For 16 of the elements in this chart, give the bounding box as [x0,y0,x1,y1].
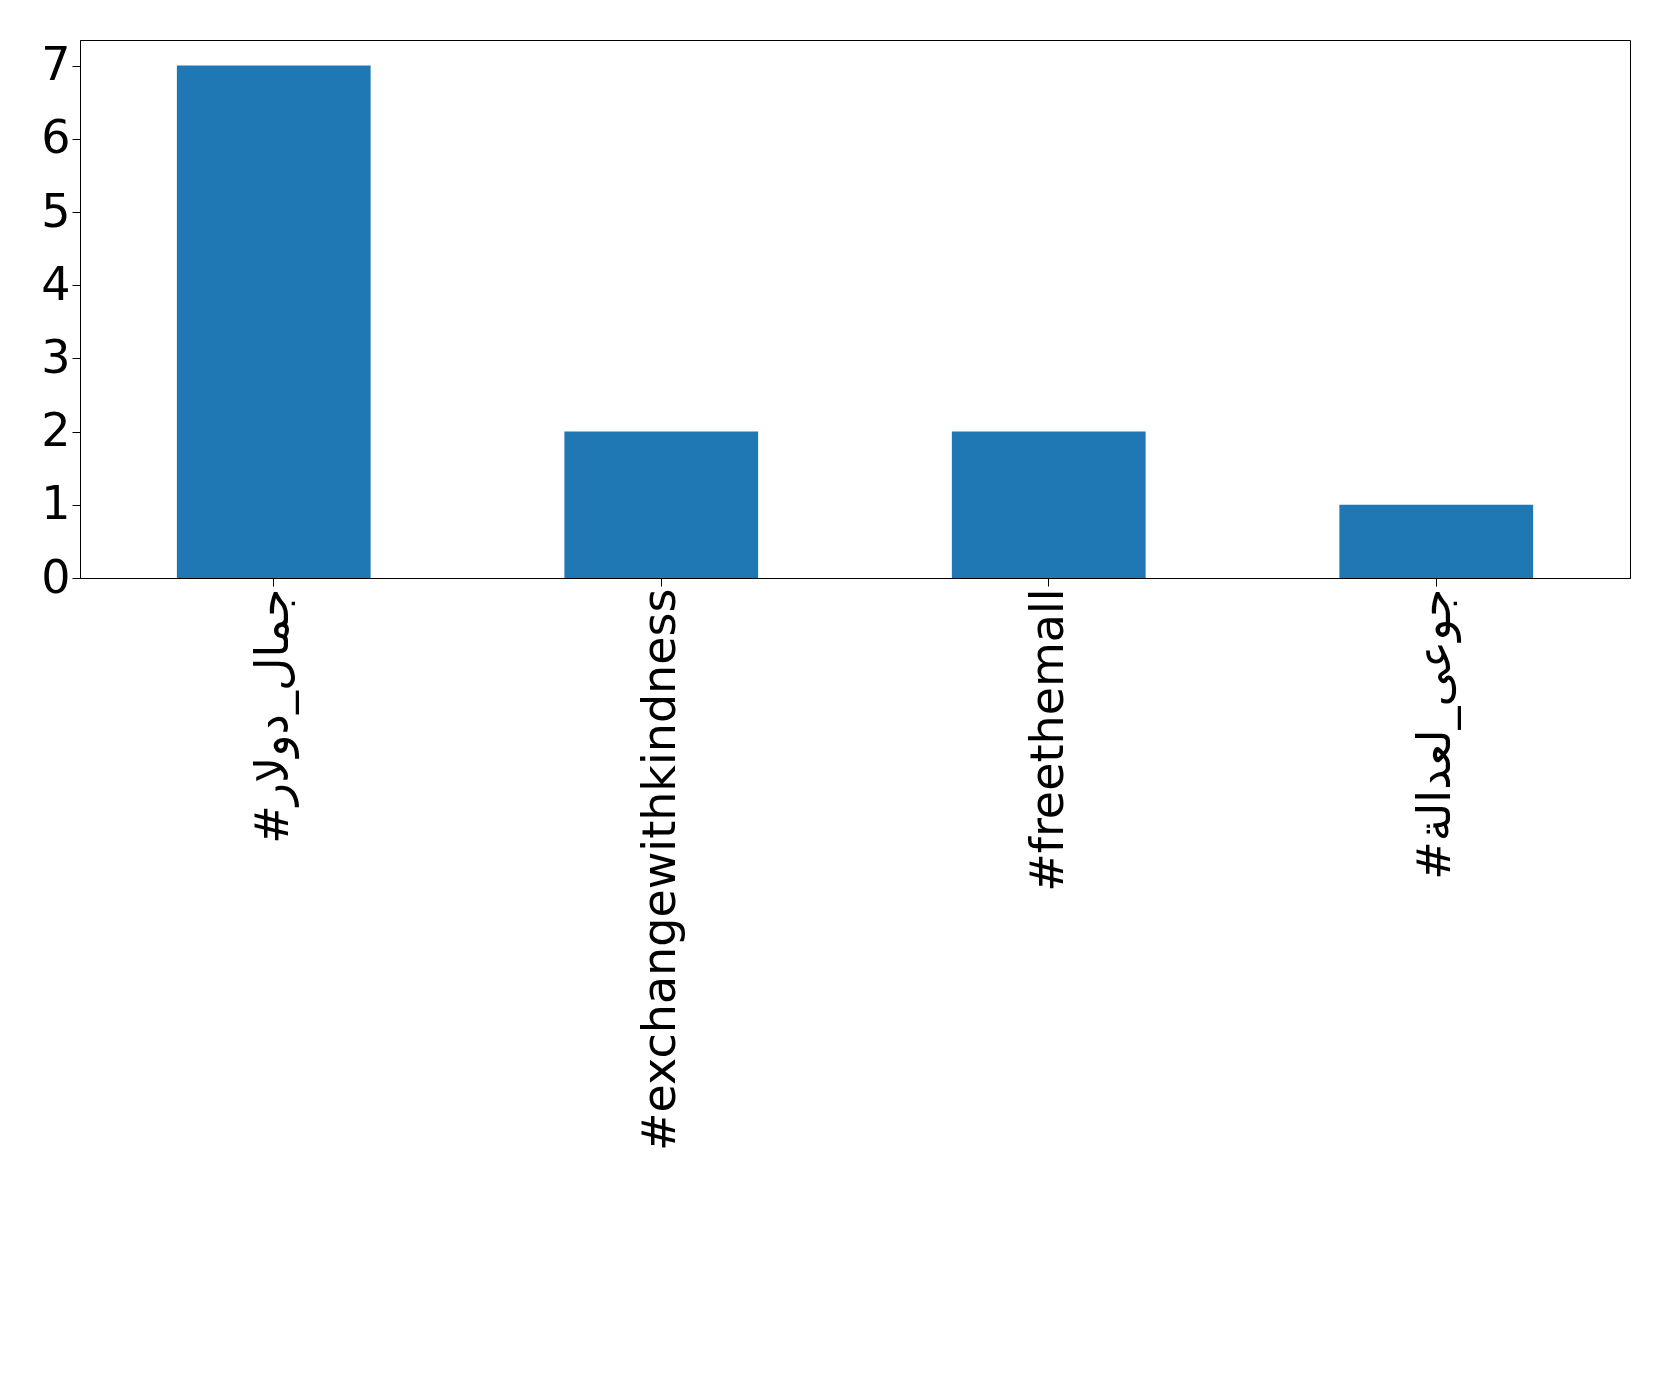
y-tick-label: 5 [41,183,71,238]
y-tick-label: 0 [41,549,71,604]
x-tick-label: #exchangewithkindness [632,588,687,1151]
y-tick-label: 2 [41,403,71,458]
bar [1339,504,1534,578]
y-tick-label: 4 [41,256,71,311]
x-tick-label: #جوعى_لعدالة [1407,588,1463,880]
x-tick-label: #freethemall [1019,588,1074,892]
bar [176,65,371,578]
y-tick-label: 1 [41,476,71,531]
y-tick-label: 6 [41,110,71,165]
x-tick-label: #جمال_دولار [244,588,300,844]
y-tick-label: 7 [41,37,71,92]
bar [564,431,759,578]
bar [951,431,1146,578]
y-tick-label: 3 [41,329,71,384]
